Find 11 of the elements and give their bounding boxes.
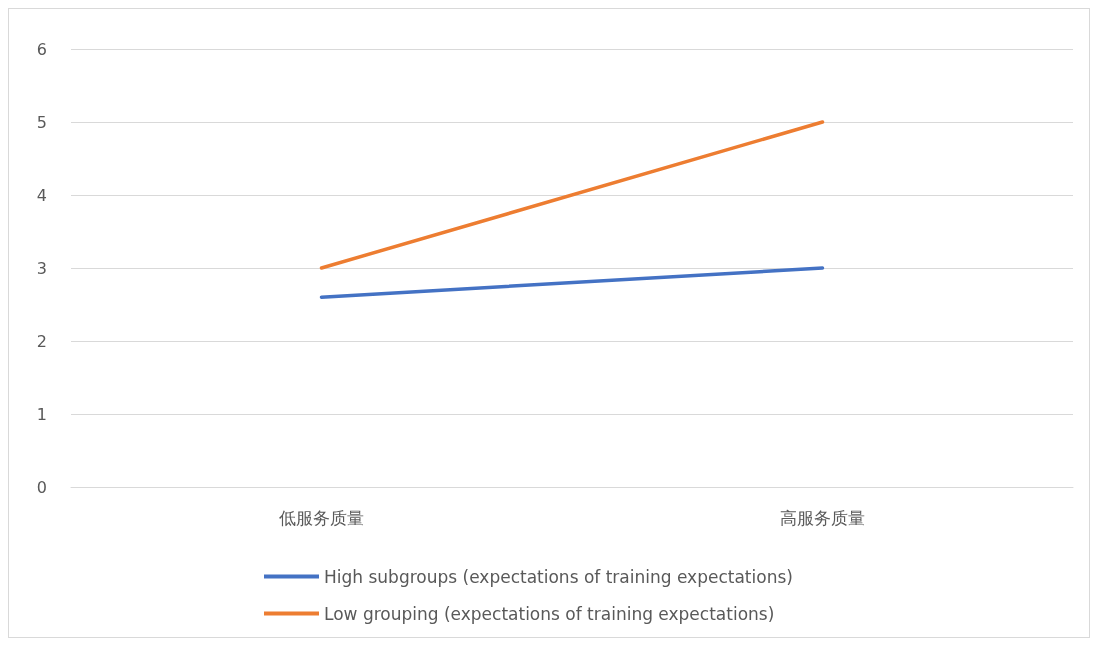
x-tick-label: 低服务质量 [279, 507, 364, 528]
legend-label: High subgroups (expectations of training expectations) [324, 566, 793, 587]
y-tick-label: 2 [36, 331, 47, 351]
y-tick-label: 5 [36, 112, 47, 132]
y-tick-label: 6 [36, 39, 47, 59]
y-tick-label: 0 [36, 477, 47, 497]
y-tick-label: 4 [36, 185, 47, 205]
y-tick-label: 3 [36, 258, 47, 278]
y-tick-label: 1 [36, 404, 47, 424]
legend-label: Low grouping (expectations of training expectations) [324, 603, 775, 624]
x-tick-label: 高服务质量 [780, 507, 865, 528]
